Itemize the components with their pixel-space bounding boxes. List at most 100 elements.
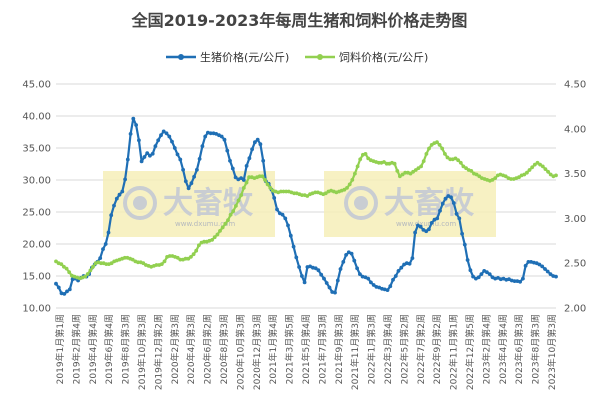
- data-point: [366, 276, 371, 281]
- data-point: [98, 256, 103, 260]
- data-point: [445, 155, 450, 160]
- data-point: [462, 242, 467, 247]
- data-point: [291, 244, 296, 249]
- data-point: [319, 272, 324, 277]
- data-point: [545, 269, 550, 274]
- data-point: [458, 160, 463, 165]
- data-point: [125, 157, 130, 162]
- data-point: [391, 277, 395, 282]
- data-point: [338, 267, 343, 271]
- data-point: [353, 171, 357, 176]
- data-point: [456, 158, 460, 163]
- x-tick-label: 2019年2月第4周: [70, 314, 82, 384]
- data-point: [487, 272, 492, 276]
- data-point: [327, 285, 332, 290]
- data-point: [435, 216, 440, 221]
- data-point: [222, 137, 227, 142]
- data-point: [120, 189, 125, 194]
- data-point: [355, 266, 359, 271]
- data-point: [521, 276, 525, 281]
- chart-title: 全国2019-2023年每周生猪和饲料价格走势图: [131, 11, 468, 30]
- data-point: [159, 133, 163, 138]
- data-point: [300, 274, 304, 278]
- data-point: [546, 169, 550, 174]
- data-point: [189, 181, 194, 186]
- data-point: [284, 189, 289, 194]
- data-point: [236, 198, 241, 203]
- data-point: [164, 131, 169, 136]
- data-point: [148, 153, 152, 158]
- data-point: [349, 251, 354, 256]
- data-point: [54, 281, 58, 286]
- data-point: [443, 152, 447, 156]
- x-tick-label: 2020年10月第3周: [234, 314, 246, 390]
- x-axis: 2019年1月第1周 2019年2月第4周 2019年4月第4周 2019年6月第4周…: [54, 314, 558, 390]
- data-point: [443, 196, 448, 201]
- data-point: [548, 272, 553, 276]
- data-point: [145, 151, 150, 156]
- data-point: [457, 216, 462, 221]
- data-point: [371, 283, 376, 287]
- y-left-tick-label: 25.00: [22, 208, 51, 219]
- watermark-logo-ring: [123, 186, 157, 220]
- x-tick-label: 2022年3月第4周: [382, 314, 394, 384]
- data-point: [543, 267, 547, 271]
- series-hog-price: [54, 116, 558, 296]
- data-point: [369, 280, 373, 285]
- x-tick-label: 2022年9月第2周: [431, 314, 443, 384]
- data-point: [525, 170, 529, 175]
- data-point: [554, 173, 558, 178]
- data-point: [382, 160, 386, 164]
- data-point: [440, 146, 445, 151]
- data-point: [479, 272, 484, 276]
- data-point: [518, 279, 522, 284]
- data-point: [538, 162, 542, 167]
- data-point: [186, 186, 191, 191]
- data-point: [230, 166, 235, 171]
- data-point: [103, 242, 108, 246]
- data-point: [130, 257, 135, 262]
- data-point: [540, 264, 545, 269]
- data-point: [101, 247, 105, 252]
- data-point: [324, 281, 329, 285]
- legend-label-hog-price: 生猪价格(元/公斤): [200, 50, 289, 64]
- x-tick-label: 2021年9月第3周: [333, 314, 345, 384]
- data-point: [440, 201, 445, 206]
- watermark-brand: 大畜牧: [163, 186, 254, 221]
- data-point: [313, 266, 318, 271]
- data-point: [167, 254, 172, 258]
- data-point: [208, 131, 213, 136]
- data-point: [313, 190, 318, 195]
- data-point: [153, 144, 158, 149]
- data-point: [244, 164, 249, 168]
- data-point: [183, 179, 188, 184]
- data-point: [226, 218, 230, 223]
- data-point: [300, 193, 304, 198]
- data-point: [220, 225, 225, 230]
- y-left-tick-label: 45.00: [22, 80, 51, 91]
- data-point: [281, 189, 286, 194]
- data-point: [392, 161, 397, 166]
- x-tick-label: 2021年1月第4周: [267, 314, 279, 384]
- data-point: [123, 177, 127, 182]
- data-point: [104, 262, 109, 266]
- data-point: [233, 175, 238, 180]
- data-point: [490, 178, 495, 182]
- x-tick-label: 2022年12月第5周: [464, 314, 476, 390]
- x-tick-label: 2020年12月第3周: [251, 314, 263, 390]
- x-tick-label: 2023年6月第3周: [513, 314, 525, 384]
- data-point: [530, 165, 535, 170]
- y-left-tick-label: 20.00: [22, 240, 51, 251]
- data-point: [191, 252, 196, 257]
- data-point: [258, 142, 263, 147]
- data-point: [244, 180, 249, 185]
- y-right-tick-label: 2.00: [564, 304, 586, 315]
- data-point: [67, 270, 72, 275]
- data-point: [399, 265, 404, 270]
- data-point: [418, 224, 423, 229]
- data-point: [88, 268, 93, 273]
- x-tick-label: 2020年4月第3周: [185, 314, 197, 384]
- y-axis-left: 10.00 15.00 20.00 25.00 30.00 35.00 40.00 45.00: [22, 80, 51, 315]
- data-point: [395, 169, 400, 173]
- data-point: [476, 275, 481, 280]
